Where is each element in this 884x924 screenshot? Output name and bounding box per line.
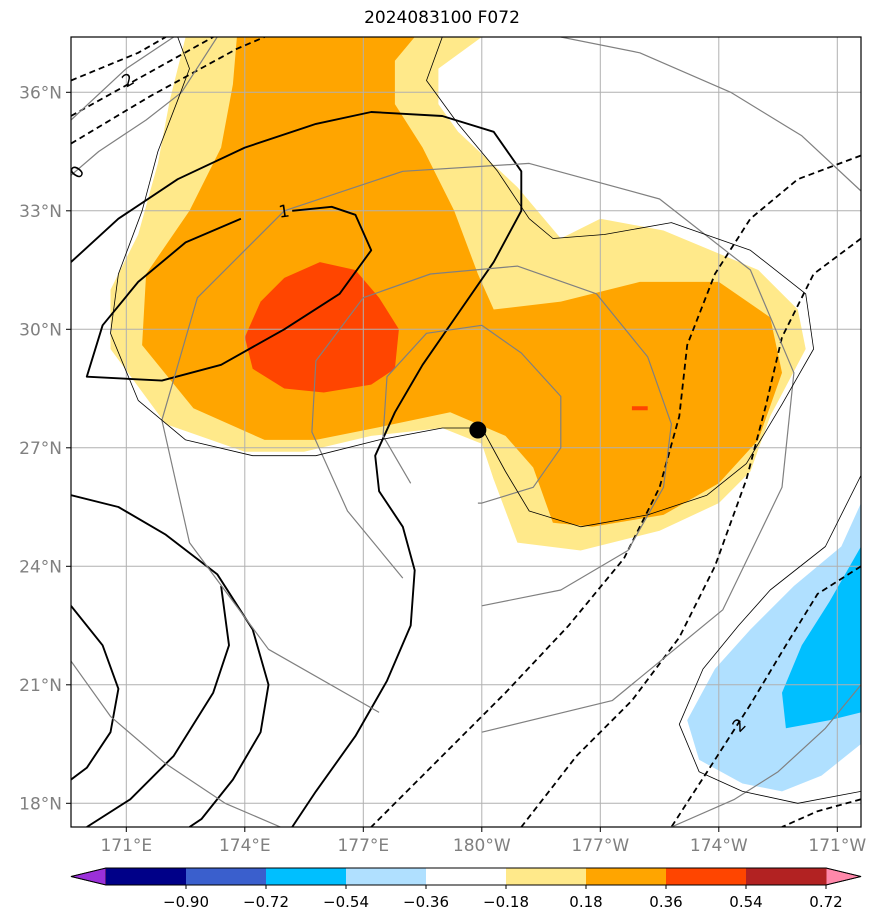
colorbar-tick-label-1: −0.72 bbox=[243, 893, 289, 911]
colorbar-extend-low bbox=[70, 867, 107, 886]
colorbar-extend-high bbox=[825, 867, 862, 886]
contour-line-7 bbox=[71, 37, 265, 145]
lon-tick-label-1: 174°E bbox=[219, 836, 271, 856]
colorbar-box-1 bbox=[186, 868, 267, 885]
lat-tick-label-3: 27°N bbox=[19, 439, 62, 459]
chart-title: 2024083100 F072 bbox=[364, 8, 520, 28]
colorbar-tick-label-8: 0.72 bbox=[809, 893, 842, 911]
contour-line-20 bbox=[110, 37, 814, 528]
contour-line-17 bbox=[560, 37, 861, 192]
longitude-ticks: 171°E 174°E 177°E 180°W 177°W 174°W 171°W bbox=[100, 827, 866, 856]
contour-line-14 bbox=[161, 162, 795, 733]
lat-tick-label-0: 36°N bbox=[19, 83, 62, 103]
colorbar-box-0 bbox=[106, 868, 187, 885]
colorbar-box-6 bbox=[586, 868, 667, 885]
contour-line-1 bbox=[71, 111, 523, 827]
lon-tick-label-5: 174°W bbox=[690, 836, 748, 856]
lat-tick-label-6: 18°N bbox=[19, 794, 62, 814]
contour-line-15 bbox=[71, 37, 218, 176]
colorbar-tick-label-5: 0.18 bbox=[569, 893, 602, 911]
colorbar-tick-label-2: −0.54 bbox=[323, 893, 369, 911]
center-marker bbox=[469, 421, 487, 439]
contour-line-3 bbox=[71, 605, 120, 781]
shaded-field-4 bbox=[631, 406, 648, 411]
contour-line-6 bbox=[71, 37, 167, 82]
contour-line-13 bbox=[311, 265, 673, 607]
contour-label-2: 1 bbox=[277, 201, 291, 222]
contour-line-2 bbox=[71, 494, 270, 827]
center-dot bbox=[469, 421, 487, 439]
shaded-field-2 bbox=[142, 37, 783, 527]
contour-line-18 bbox=[71, 660, 281, 827]
shaded-field-3 bbox=[244, 262, 399, 393]
contour-line-8 bbox=[370, 154, 861, 827]
lon-tick-label-6: 171°W bbox=[808, 836, 866, 856]
contour-line-11 bbox=[781, 798, 861, 827]
colorbar-box-4 bbox=[426, 868, 507, 885]
colorbar-tick-label-0: −0.90 bbox=[163, 893, 209, 911]
colorbar-box-2 bbox=[266, 868, 347, 885]
lat-tick-label-4: 24°N bbox=[19, 557, 62, 577]
lat-tick-label-2: 30°N bbox=[19, 320, 62, 340]
contour-line-0 bbox=[85, 205, 373, 382]
colorbar-box-5 bbox=[506, 868, 587, 885]
colorbar: −0.90 −0.72 −0.54 −0.36 −0.18 0.18 0.36 0.54 0.7… bbox=[70, 867, 862, 911]
contour-line-12 bbox=[382, 324, 562, 504]
lon-tick-label-0: 171°E bbox=[100, 836, 152, 856]
plot-frame bbox=[70, 36, 862, 828]
colorbar-box-3 bbox=[346, 868, 427, 885]
contour-line-19 bbox=[671, 684, 861, 827]
contour-line-21 bbox=[678, 475, 861, 804]
contour-line-4 bbox=[86, 585, 230, 827]
lat-tick-label-1: 33°N bbox=[19, 202, 62, 222]
contour-line-9 bbox=[520, 237, 861, 827]
colorbar-box-8 bbox=[746, 868, 827, 885]
contour-line-5 bbox=[71, 37, 214, 117]
shaded-field-6 bbox=[782, 546, 861, 729]
colorbar-box-7 bbox=[666, 868, 747, 885]
lon-tick-label-4: 177°W bbox=[571, 836, 629, 856]
contour-lines bbox=[71, 37, 861, 827]
lon-tick-label-2: 177°E bbox=[337, 836, 389, 856]
contour-line-16 bbox=[71, 37, 175, 121]
colorbar-tick-label-6: 0.36 bbox=[649, 893, 682, 911]
colorbar-tick-label-4: −0.18 bbox=[483, 893, 529, 911]
colorbar-tick-label-3: −0.36 bbox=[403, 893, 449, 911]
lat-tick-label-5: 21°N bbox=[19, 676, 62, 696]
contour-line-10 bbox=[670, 565, 861, 827]
lon-tick-label-3: 180°W bbox=[453, 836, 511, 856]
colorbar-tick-label-7: 0.54 bbox=[729, 893, 762, 911]
shaded-fields bbox=[110, 37, 861, 792]
latitude-ticks: 36°N 33°N 30°N 27°N 24°N 21°N 18°N bbox=[19, 83, 71, 814]
